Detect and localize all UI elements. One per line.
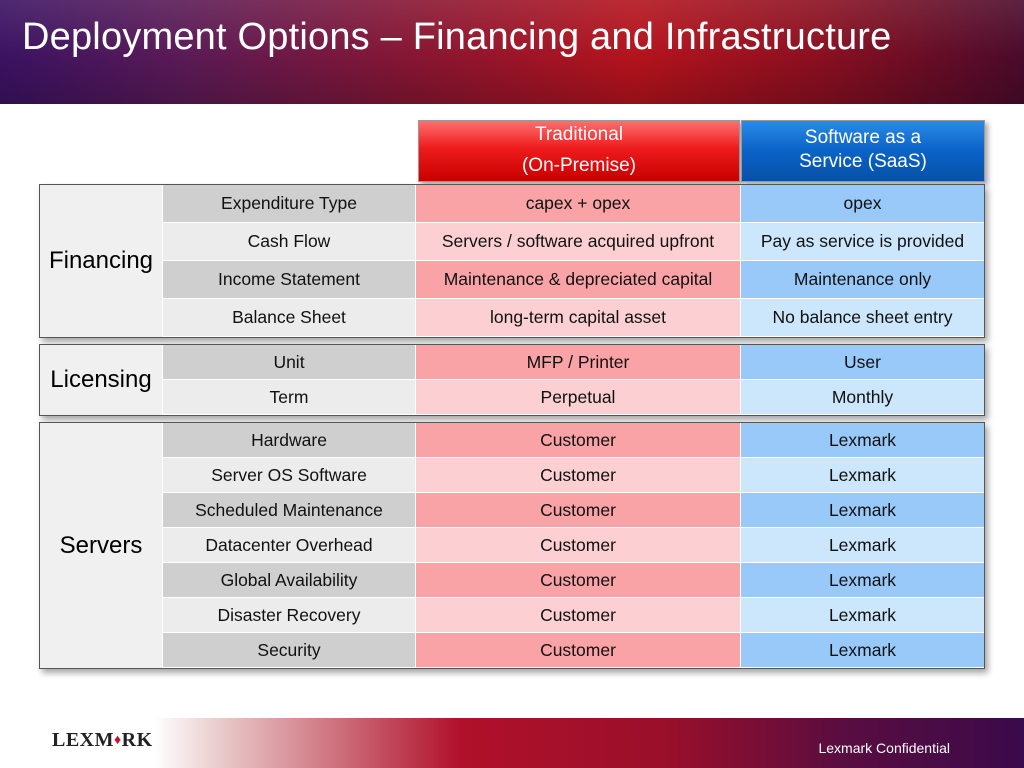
saas-cell: Monthly [741, 380, 984, 415]
saas-cell: Lexmark [741, 563, 984, 598]
traditional-cell: Servers / software acquired upfront [416, 223, 741, 261]
traditional-header-line2: (On-Premise) [521, 155, 636, 176]
saas-cell: Lexmark [741, 598, 984, 633]
traditional-cell: Customer [416, 458, 741, 493]
logo-text-start: LEXM [52, 729, 114, 751]
saas-header-line1: Software as a [804, 127, 922, 148]
traditional-cell: Perpetual [416, 380, 741, 415]
logo-text-end: RK [121, 729, 153, 751]
saas-cell: No balance sheet entry [741, 299, 984, 337]
table-row: Server OS Software Customer Lexmark [163, 458, 984, 493]
saas-cell: Lexmark [741, 458, 984, 493]
servers-section: Servers Hardware Customer Lexmark Server… [39, 422, 985, 669]
lexmark-logo: LEXM♦RK [52, 729, 153, 752]
saas-cell: Lexmark [741, 528, 984, 563]
logo-diamond-icon: ♦ [114, 733, 122, 748]
traditional-header-line1: Traditional [534, 124, 623, 145]
table-row: Balance Sheet long-term capital asset No… [163, 299, 984, 337]
table-row: Datacenter Overhead Customer Lexmark [163, 528, 984, 563]
saas-cell: User [741, 345, 984, 380]
row-item: Balance Sheet [163, 299, 416, 337]
row-item: Unit [163, 345, 416, 380]
saas-cell: Lexmark [741, 493, 984, 528]
table-row: Global Availability Customer Lexmark [163, 563, 984, 598]
row-item: Term [163, 380, 416, 415]
title-bar [0, 0, 1024, 104]
confidential-label: Lexmark Confidential [818, 740, 950, 756]
saas-cell: Lexmark [741, 423, 984, 458]
table-row: Cash Flow Servers / software acquired up… [163, 223, 984, 261]
saas-header-line2: Service (SaaS) [799, 151, 927, 172]
table-row: Hardware Customer Lexmark [163, 423, 984, 458]
table-row: Scheduled Maintenance Customer Lexmark [163, 493, 984, 528]
section-label: Licensing [40, 345, 163, 415]
traditional-cell: Customer [416, 423, 741, 458]
row-item: Security [163, 633, 416, 668]
traditional-cell: long-term capital asset [416, 299, 741, 337]
traditional-cell: Customer [416, 493, 741, 528]
saas-cell: Maintenance only [741, 261, 984, 299]
table-row: Unit MFP / Printer User [163, 345, 984, 380]
row-item: Scheduled Maintenance [163, 493, 416, 528]
table-row: Income Statement Maintenance & depreciat… [163, 261, 984, 299]
saas-cell: Lexmark [741, 633, 984, 668]
row-item: Server OS Software [163, 458, 416, 493]
slide-title: Deployment Options – Financing and Infra… [22, 16, 892, 58]
traditional-cell: Customer [416, 633, 741, 668]
table-row: Disaster Recovery Customer Lexmark [163, 598, 984, 633]
saas-cell: Pay as service is provided [741, 223, 984, 261]
row-item: Disaster Recovery [163, 598, 416, 633]
licensing-section: Licensing Unit MFP / Printer User Term P… [39, 344, 985, 416]
section-label: Servers [40, 423, 163, 668]
row-item: Global Availability [163, 563, 416, 598]
traditional-cell: Customer [416, 563, 741, 598]
table-row: Security Customer Lexmark [163, 633, 984, 668]
row-item: Cash Flow [163, 223, 416, 261]
table-row: Expenditure Type capex + opex opex [163, 185, 984, 223]
saas-column-header: Software as a Service (SaaS) [741, 120, 985, 182]
financing-section: Financing Expenditure Type capex + opex … [39, 184, 985, 338]
row-item: Income Statement [163, 261, 416, 299]
footer-bar [0, 718, 1024, 768]
traditional-cell: Customer [416, 528, 741, 563]
traditional-column-header: Traditional (On-Premise) [418, 120, 740, 182]
row-item: Datacenter Overhead [163, 528, 416, 563]
table-row: Term Perpetual Monthly [163, 380, 984, 415]
traditional-cell: Customer [416, 598, 741, 633]
traditional-cell: capex + opex [416, 185, 741, 223]
section-label: Financing [40, 185, 163, 337]
traditional-cell: Maintenance & depreciated capital [416, 261, 741, 299]
row-item: Expenditure Type [163, 185, 416, 223]
traditional-cell: MFP / Printer [416, 345, 741, 380]
saas-cell: opex [741, 185, 984, 223]
row-item: Hardware [163, 423, 416, 458]
